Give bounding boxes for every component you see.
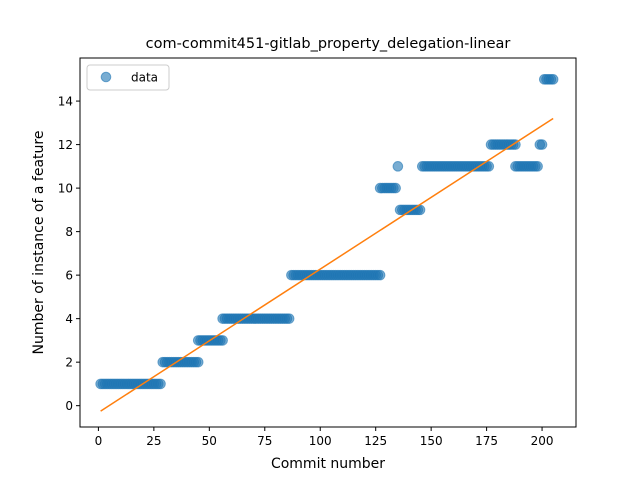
x-tick-label: 200 — [531, 434, 554, 448]
x-axis: 0 25 50 75 100 125 150 175 200 — [95, 427, 554, 448]
legend: data — [86, 64, 170, 91]
data-point — [483, 161, 495, 172]
data-point — [536, 139, 548, 150]
y-tick-label: 10 — [58, 182, 73, 196]
data-point — [390, 182, 401, 194]
data-point — [374, 269, 386, 281]
chart-title: com-commit451-gitlab_property_delegation… — [146, 36, 511, 52]
y-tick-label: 0 — [65, 399, 73, 413]
x-tick-label: 150 — [420, 434, 443, 448]
data-point — [217, 335, 228, 346]
trend-line — [100, 117, 554, 412]
data-point — [192, 356, 204, 368]
plot-area — [95, 74, 559, 412]
x-tick-label: 125 — [364, 434, 387, 448]
x-tick-label: 75 — [257, 434, 272, 448]
y-tick-label: 4 — [65, 312, 73, 326]
y-axis-label: Number of instance of a feature — [31, 131, 47, 355]
data-point — [532, 161, 543, 172]
data-point — [547, 74, 559, 85]
x-tick-label: 50 — [202, 434, 217, 448]
y-tick-label: 14 — [58, 95, 73, 109]
x-tick-label: 25 — [146, 434, 161, 448]
x-tick-label: 0 — [95, 434, 103, 448]
y-axis: 0 2 4 6 8 10 12 14 — [58, 95, 80, 413]
legend-label-data: data — [131, 71, 158, 85]
x-tick-label: 100 — [309, 434, 332, 448]
plot-frame — [79, 57, 577, 428]
y-tick-label: 2 — [65, 356, 73, 370]
y-tick-label: 8 — [65, 225, 73, 239]
data-point — [283, 313, 295, 324]
y-tick-label: 12 — [58, 138, 73, 152]
legend-box — [86, 64, 170, 91]
y-tick-label: 6 — [65, 269, 73, 283]
x-axis-label: Commit number — [271, 456, 385, 472]
legend-marker-data — [100, 71, 112, 83]
x-tick-label: 175 — [475, 434, 498, 448]
data-point — [392, 161, 404, 172]
data-point — [155, 378, 166, 390]
